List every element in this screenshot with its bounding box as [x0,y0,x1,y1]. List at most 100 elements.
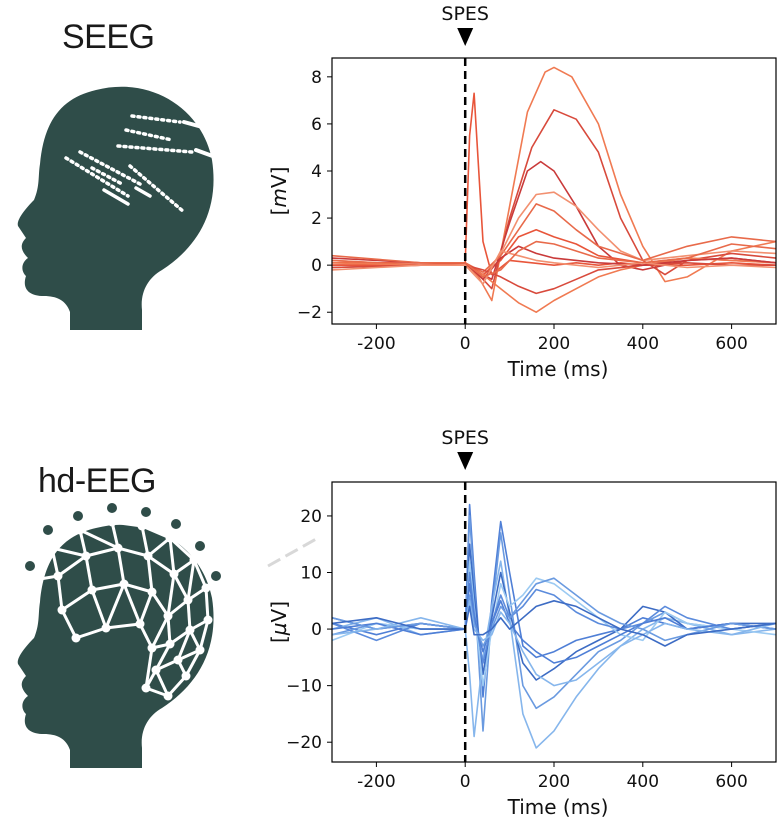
eeg-net-wire [176,629,192,661]
eeg-electrode [189,555,199,565]
eeg-net-wire [141,524,171,540]
hdeeg-xtick-label: 600 [715,772,747,792]
eeg-net-wire [61,588,93,612]
eeg-electrode-cap [25,561,35,571]
eeg-electrode [183,595,193,605]
seeg-xtick-label: 600 [715,334,747,354]
hdeeg-head-icon [17,503,221,768]
hdeeg-xtick-label: 400 [627,772,659,792]
hdeeg-trace [332,600,776,687]
eeg-electrode [169,569,179,579]
eeg-net-wire [166,573,176,617]
hdeeg-trace [332,571,776,664]
eeg-electrode [201,583,211,593]
eeg-net-wire [60,609,78,639]
hdeeg-spes-arrow-icon [457,452,474,470]
hdeeg-spes-label: SPES [441,427,489,449]
eeg-net-wire [111,520,143,528]
eeg-net-wire [168,537,176,575]
eeg-net-wire [57,554,87,578]
eeg-electrode [135,619,145,629]
hdeeg-ytick-label: 10 [300,564,322,584]
eeg-electrode [53,571,63,581]
eeg-electrode-cap [211,571,221,581]
eeg-electrode [141,683,151,693]
eeg-electrode [163,611,173,621]
eeg-electrode [113,543,123,553]
eeg-electrode [163,691,173,701]
eeg-electrode [75,525,85,535]
hdeeg-plot-frame [331,481,777,763]
eeg-net-wire [51,546,87,558]
eeg-electrode [71,633,81,643]
seeg-ytick-label: 0 [311,256,322,276]
eeg-net-wire [168,536,196,562]
eeg-net-wire [146,555,154,593]
seeg-spes-arrow-icon [457,28,474,46]
eeg-net-wire [79,528,119,550]
connector-line [267,536,319,568]
eeg-net-wire [51,528,81,550]
eeg-electrode [195,645,205,655]
eeg-net-wire [147,554,175,576]
hdeeg-xlabel: Time (ms) [507,795,609,819]
eeg-electrode [203,615,213,625]
eeg-electrode-cap [171,519,181,529]
eeg-net-wire [50,547,60,577]
eeg-electrode-cap [107,503,117,513]
seeg-trace [332,250,776,285]
seeg-xtick-label: 400 [627,334,659,354]
eeg-net-wire [140,525,150,557]
seeg-ytick-label: 2 [311,209,322,229]
eeg-net-wire [123,582,153,594]
hdeeg-ytick-label: 0 [311,620,322,640]
eeg-net-wire [150,591,170,617]
eeg-electrode-cap [195,541,205,551]
eeg-net-wire [32,547,54,581]
eeg-electrode [107,517,117,527]
eeg-net-wire [186,599,192,631]
eeg-net-wire [56,575,64,611]
eeg-net-wire [198,619,210,651]
eeg-electrode [119,579,129,589]
eeg-net-wire [166,615,172,645]
seeg-traces [332,66,776,313]
seeg-xlabel: Time (ms) [507,357,609,381]
eeg-net-wire [150,615,170,649]
seeg-ytick-label: 4 [311,162,322,182]
seeg-ytick-label: 6 [311,115,322,135]
eeg-electrode [185,625,195,635]
eeg-electrode [165,639,175,649]
seeg-spes-label: SPES [441,3,489,25]
eeg-electrode [101,623,111,633]
eeg-electrode-cap [43,525,53,535]
eeg-net-wire [85,546,119,558]
seeg-trace [332,66,776,302]
eeg-electrode [147,587,157,597]
eeg-net-wire [104,583,126,629]
eeg-net-wire [147,536,171,558]
eeg-net-wire [138,591,154,625]
eeg-electrode [181,671,191,681]
eeg-electrode [143,551,153,561]
eeg-net-wire [117,546,149,558]
eeg-net-wire [75,626,107,640]
hdeeg-ylabel: [µV] [267,601,291,643]
eeg-net-wire [204,587,210,621]
eeg-electrode [29,575,39,585]
seeg-ytick-label: 8 [311,68,322,88]
seeg-label: SEEG [62,18,155,56]
eeg-net-wire [186,559,196,601]
eeg-electrode-cap [73,511,83,521]
hdeeg-trace [332,600,776,647]
eeg-net-wire [184,649,202,677]
eeg-net-wire [172,573,190,601]
hdeeg-xtick-label: 200 [538,772,570,792]
eeg-net-wire [144,647,154,689]
eeg-net-wire [122,583,142,625]
eeg-electrode [165,533,175,543]
eeg-electrode [87,585,97,595]
